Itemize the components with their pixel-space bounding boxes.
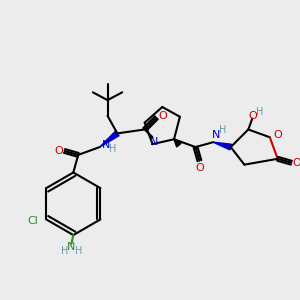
Text: H: H [219,125,226,135]
Polygon shape [213,142,232,150]
Text: O: O [249,111,258,121]
Text: H: H [61,246,68,256]
Text: O: O [293,158,300,168]
Text: N: N [212,130,220,140]
Text: O: O [54,146,63,156]
Text: Cl: Cl [27,216,38,226]
Text: O: O [273,130,282,140]
Text: O: O [195,163,204,172]
Text: N: N [150,137,159,147]
Polygon shape [174,139,181,147]
Text: N: N [101,140,110,150]
Text: H: H [256,107,264,117]
Polygon shape [100,131,119,147]
Text: N: N [67,242,76,252]
Text: H: H [74,246,82,256]
Text: H: H [109,144,116,154]
Text: O: O [158,111,167,121]
